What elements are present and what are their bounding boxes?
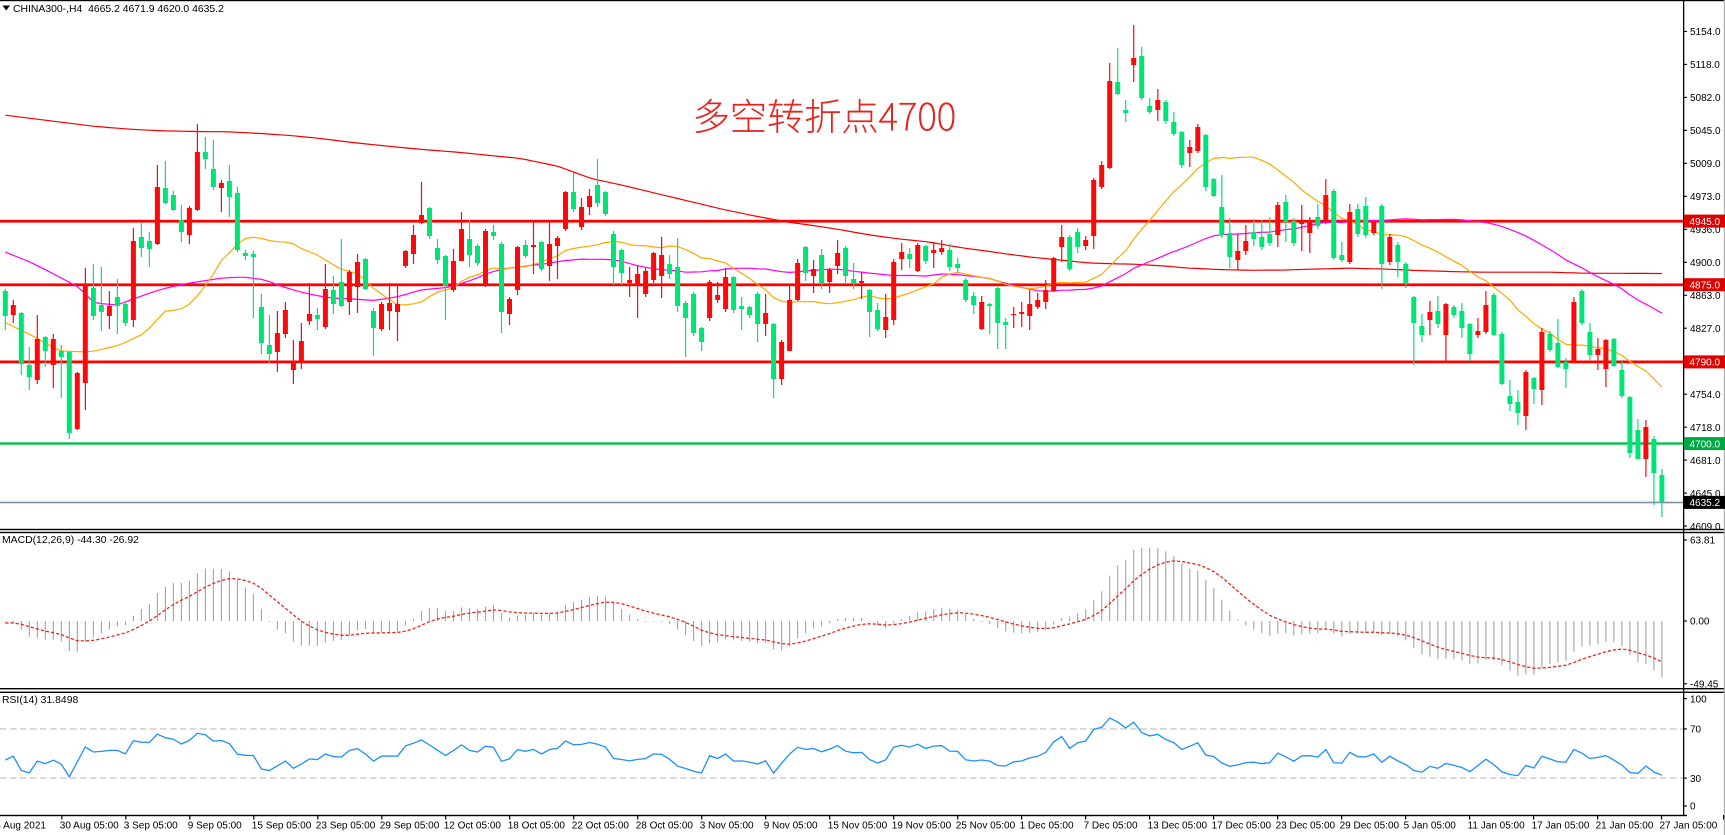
svg-text:7 Dec 05:00: 7 Dec 05:00: [1084, 821, 1138, 832]
svg-text:0: 0: [1690, 802, 1696, 813]
svg-text:5009.0: 5009.0: [1690, 159, 1721, 170]
svg-text:CHINA300-,H4 4665.2 4671.9 46: CHINA300-,H4 4665.2 4671.9 4620.0 4635.2: [13, 4, 224, 15]
svg-text:15 Nov 05:00: 15 Nov 05:00: [828, 821, 888, 832]
svg-text:4718.0: 4718.0: [1690, 423, 1721, 434]
svg-text:4700.0: 4700.0: [1690, 439, 1721, 450]
svg-text:17 Jan 05:00: 17 Jan 05:00: [1532, 821, 1590, 832]
svg-text:9 Nov 05:00: 9 Nov 05:00: [764, 821, 818, 832]
svg-text:23 Dec 05:00: 23 Dec 05:00: [1276, 821, 1336, 832]
svg-text:4875.0: 4875.0: [1690, 280, 1721, 291]
svg-text:11 Jan 05:00: 11 Jan 05:00: [1468, 821, 1526, 832]
svg-text:5 Jan 05:00: 5 Jan 05:00: [1404, 821, 1457, 832]
svg-text:MACD(12,26,9) -44.30 -26.92: MACD(12,26,9) -44.30 -26.92: [2, 535, 139, 546]
svg-text:23 Sep 05:00: 23 Sep 05:00: [316, 821, 376, 832]
svg-text:17 Dec 05:00: 17 Dec 05:00: [1212, 821, 1272, 832]
svg-text:100: 100: [1690, 694, 1707, 705]
svg-text:0.00: 0.00: [1690, 617, 1710, 628]
svg-text:5118.0: 5118.0: [1690, 60, 1720, 71]
svg-text:24 Aug 2021: 24 Aug 2021: [0, 821, 46, 832]
svg-text:9 Sep 05:00: 9 Sep 05:00: [188, 821, 242, 832]
svg-text:4936.0: 4936.0: [1690, 225, 1721, 236]
svg-text:21 Jan 05:00: 21 Jan 05:00: [1596, 821, 1654, 832]
svg-text:5045.0: 5045.0: [1690, 126, 1721, 137]
svg-text:4790.0: 4790.0: [1690, 358, 1721, 369]
svg-text:18 Oct 05:00: 18 Oct 05:00: [508, 821, 566, 832]
svg-text:12 Oct 05:00: 12 Oct 05:00: [444, 821, 502, 832]
svg-text:5154.0: 5154.0: [1690, 27, 1721, 38]
svg-text:29 Sep 05:00: 29 Sep 05:00: [380, 821, 440, 832]
svg-text:RSI(14) 31.8498: RSI(14) 31.8498: [2, 695, 78, 706]
svg-text:25 Nov 05:00: 25 Nov 05:00: [956, 821, 1016, 832]
svg-text:4754.0: 4754.0: [1690, 390, 1721, 401]
svg-text:4609.0: 4609.0: [1690, 522, 1721, 533]
svg-text:30 Aug 05:00: 30 Aug 05:00: [60, 821, 119, 832]
svg-text:22 Oct 05:00: 22 Oct 05:00: [572, 821, 630, 832]
svg-text:29 Dec 05:00: 29 Dec 05:00: [1340, 821, 1400, 832]
svg-text:4945.0: 4945.0: [1690, 217, 1721, 228]
svg-text:27 Jan 05:00: 27 Jan 05:00: [1660, 821, 1718, 832]
svg-text:19 Nov 05:00: 19 Nov 05:00: [892, 821, 952, 832]
svg-text:28 Oct 05:00: 28 Oct 05:00: [636, 821, 694, 832]
svg-text:4635.2: 4635.2: [1690, 498, 1721, 509]
svg-text:1 Dec 05:00: 1 Dec 05:00: [1020, 821, 1074, 832]
svg-text:4900.0: 4900.0: [1690, 258, 1721, 269]
svg-text:4681.0: 4681.0: [1690, 456, 1721, 467]
svg-text:3 Sep 05:00: 3 Sep 05:00: [124, 821, 178, 832]
svg-text:4973.0: 4973.0: [1690, 192, 1721, 203]
svg-text:5082.0: 5082.0: [1690, 93, 1721, 104]
svg-text:63.81: 63.81: [1690, 536, 1715, 547]
svg-text:4645.0: 4645.0: [1690, 489, 1721, 500]
svg-text:-49.45: -49.45: [1690, 680, 1719, 691]
svg-text:13 Dec 05:00: 13 Dec 05:00: [1148, 821, 1208, 832]
svg-text:4863.0: 4863.0: [1690, 291, 1721, 302]
svg-text:15 Sep 05:00: 15 Sep 05:00: [252, 821, 312, 832]
svg-text:4827.0: 4827.0: [1690, 324, 1721, 335]
svg-text:3 Nov 05:00: 3 Nov 05:00: [700, 821, 754, 832]
svg-text:70: 70: [1690, 725, 1702, 736]
svg-text:30: 30: [1690, 774, 1702, 785]
